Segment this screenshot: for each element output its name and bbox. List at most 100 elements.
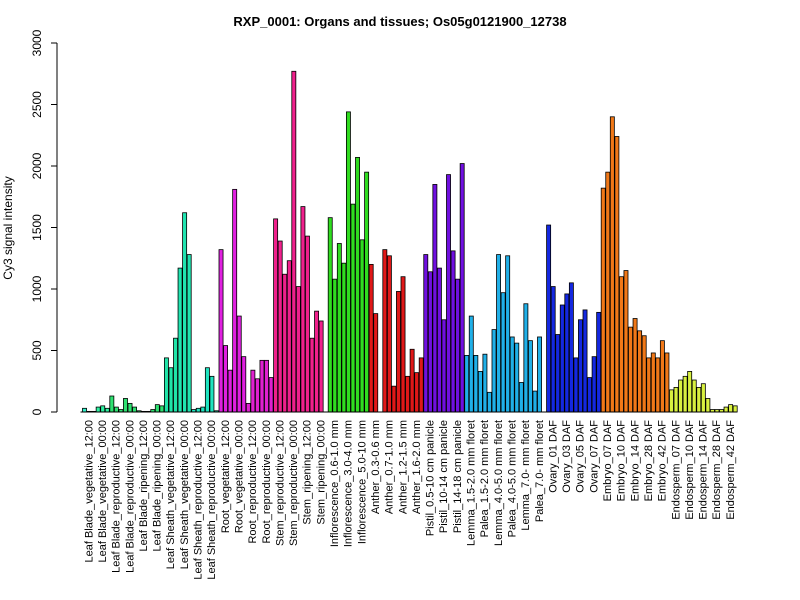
x-tick-label: Anther_0.7-1.0 mm: [384, 420, 396, 514]
x-tick-label: Stem_reproductive_12:00: [274, 420, 286, 546]
bar: [473, 355, 479, 413]
bar: [477, 371, 483, 413]
bar: [600, 187, 606, 413]
bar: [350, 203, 356, 413]
bar: [664, 352, 670, 413]
x-tick-label: Lemma_1.5-2.0 mm floret: [466, 420, 478, 546]
bar: [259, 359, 265, 413]
bar: [286, 260, 292, 413]
x-tick-label: Leaf Blade_reproductive_00:00: [124, 420, 136, 573]
bar: [236, 315, 242, 413]
bar: [382, 249, 388, 413]
x-tick-label: Anther_1.2-1.5 mm: [397, 420, 409, 514]
bar: [109, 395, 115, 413]
x-tick-label: Pistil_10-14 cm panicle: [438, 420, 450, 533]
bar: [646, 357, 652, 413]
bar: [505, 255, 511, 413]
x-tick-label: Embryo_07 DAF: [602, 420, 614, 502]
x-tick-label: Leaf Blade_vegetative_00:00: [97, 420, 109, 563]
bar: [414, 372, 420, 413]
x-tick-label: Stem_ripening_12:00: [302, 420, 314, 525]
x-tick-label: Endosperm_14 DAF: [698, 420, 710, 520]
bar: [268, 377, 274, 413]
bar: [309, 337, 315, 413]
bar: [637, 330, 643, 413]
bar: [532, 390, 538, 413]
bar: [487, 391, 492, 413]
x-tick-label: Leaf Blade_vegetative_12:00: [83, 420, 95, 563]
bar: [468, 315, 474, 413]
x-tick-label: Stem_reproductive_00:00: [288, 420, 300, 546]
x-tick-label: Embryo_14 DAF: [629, 420, 641, 502]
bar: [578, 319, 583, 413]
bar: [318, 320, 324, 413]
chart-title: RXP_0001: Organs and tissues; Os05g01219…: [233, 14, 566, 29]
bar: [305, 235, 310, 413]
bar: [364, 171, 370, 413]
bar: [500, 292, 506, 413]
bar: [528, 340, 533, 413]
bar: [195, 407, 201, 413]
y-axis: 0 500 1000 1500 2000 2500 3000: [30, 29, 58, 415]
bar: [687, 371, 693, 413]
bar: [332, 278, 338, 413]
bar: [405, 375, 410, 413]
bar: [691, 379, 697, 413]
x-tick-label: Embryo_42 DAF: [657, 420, 669, 502]
bar: [436, 267, 442, 413]
x-tick-label: Lemma_4.0-5.0 mm floret: [493, 420, 505, 546]
x-tick-label: Leaf Sheath_reproductive_00:00: [206, 420, 218, 580]
bar: [459, 163, 465, 413]
bar: [609, 116, 615, 413]
x-tick-label: Endosperm_10 DAF: [684, 420, 696, 520]
x-tick-label: Stem_ripening_00:00: [315, 420, 327, 525]
bar: [546, 224, 552, 413]
bar: [632, 318, 638, 413]
bar: [100, 405, 106, 413]
bar: [678, 379, 683, 413]
bar: [564, 293, 570, 413]
bar: [573, 357, 579, 413]
bar: [400, 276, 406, 413]
bar: [245, 402, 251, 413]
x-tick-label: Embryo_10 DAF: [616, 420, 628, 502]
bar: [587, 377, 592, 413]
x-tick-label: Leaf Blade_ripening_12:00: [138, 420, 150, 552]
bar: [95, 406, 101, 413]
bar: [327, 217, 333, 413]
bar: [218, 249, 224, 413]
bar: [345, 111, 351, 413]
bar: [496, 254, 501, 413]
bar: [559, 304, 565, 413]
bar: [514, 342, 520, 413]
y-tick-label: 1000: [30, 275, 44, 302]
bar: [423, 254, 429, 413]
bar: [655, 357, 661, 413]
x-tick-label: Palea_7.0- mm floret: [534, 420, 546, 522]
x-tick-label: Pistil_0.5-10 cm panicle: [425, 420, 437, 536]
x-tick-label: Inflorescence_5.0-10 mm: [356, 420, 368, 544]
bar: [200, 406, 206, 413]
x-tick-label: Leaf Blade_reproductive_12:00: [111, 420, 123, 573]
x-tick-label: Anther_0.3-0.6 mm: [370, 420, 382, 514]
bar: [446, 174, 451, 413]
bar: [409, 348, 415, 413]
bar: [204, 367, 210, 413]
bar: [386, 255, 392, 413]
x-tick-label: Endosperm_07 DAF: [670, 420, 682, 520]
bar: [582, 309, 588, 413]
y-axis-label: Cy3 signal intensity: [1, 176, 15, 279]
y-tick-label: 2000: [30, 152, 44, 179]
bar: [132, 406, 138, 413]
bar: [396, 291, 401, 413]
y-tick-label: 0: [30, 408, 44, 415]
bar: [614, 136, 620, 413]
bar: [127, 402, 133, 413]
bar: [368, 263, 374, 413]
bars-layer: [80, 70, 738, 413]
bar: [182, 212, 188, 413]
bar: [605, 171, 611, 413]
bar: [464, 355, 470, 413]
bar: [291, 70, 297, 413]
bar: [123, 398, 128, 413]
